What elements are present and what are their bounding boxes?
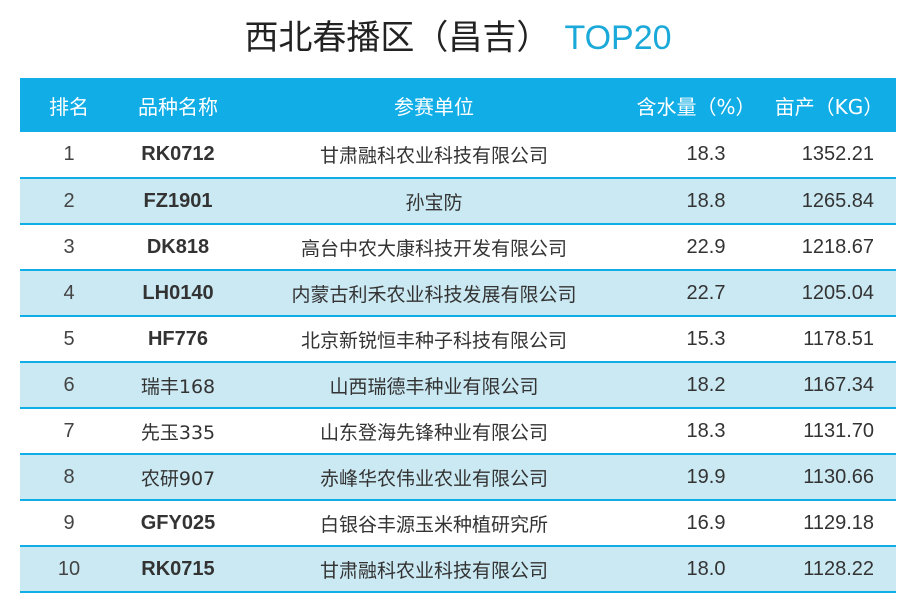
yield-cell: 1130.66 xyxy=(803,465,874,488)
variety-cell: 瑞丰168 xyxy=(140,375,216,398)
unit-cell: 山西瑞德丰种业有限公司 xyxy=(329,375,539,398)
variety-cell: RK0712 xyxy=(141,143,215,165)
page-title: 西北春播区（昌吉） TOP20 xyxy=(0,10,916,66)
header-unit: 参赛单位 xyxy=(394,94,474,119)
table-body: 1 RK0712 甘肃融科农业科技有限公司 18.3 1352.21 2 FZ1… xyxy=(20,132,896,592)
unit-cell: 赤峰华农伟业农业有限公司 xyxy=(319,467,548,490)
rank-cell: 6 xyxy=(63,373,75,396)
table-row: 6 瑞丰168 山西瑞德丰种业有限公司 18.2 1167.34 xyxy=(20,362,896,408)
yield-cell: 1128.22 xyxy=(803,557,874,580)
table-row: 7 先玉335 山东登海先锋种业有限公司 18.3 1131.70 xyxy=(20,408,896,454)
yield-cell: 1167.34 xyxy=(803,373,874,396)
header-variety: 品种名称 xyxy=(138,94,218,119)
unit-cell: 高台中农大康科技开发有限公司 xyxy=(300,237,567,260)
variety-cell: DK818 xyxy=(146,235,210,258)
table-row: 9 GFY025 白银谷丰源玉米种植研究所 16.9 1129.18 xyxy=(20,500,896,546)
rank-cell: 10 xyxy=(57,557,81,580)
title-region: 西北春播区（昌吉） xyxy=(244,18,551,58)
table-row: 10 RK0715 甘肃融科农业科技有限公司 18.0 1128.22 xyxy=(20,546,896,592)
table-row: 1 RK0712 甘肃融科农业科技有限公司 18.3 1352.21 xyxy=(20,132,896,178)
moisture-cell: 18.3 xyxy=(686,143,726,165)
rank-cell: 1 xyxy=(63,143,75,165)
moisture-cell: 15.3 xyxy=(686,327,726,350)
variety-cell: 农研907 xyxy=(140,467,216,490)
variety-cell: HF776 xyxy=(147,327,209,350)
variety-cell: LH0140 xyxy=(142,281,214,304)
table-header: 排名 品种名称 参赛单位 含水量（%） 亩产（KG） xyxy=(20,78,896,132)
table-row: 5 HF776 北京新锐恒丰种子科技有限公司 15.3 1178.51 xyxy=(20,316,896,362)
header-rank: 排名 xyxy=(49,94,89,119)
rank-cell: 9 xyxy=(63,511,75,534)
unit-cell: 甘肃融科农业科技有限公司 xyxy=(319,145,548,167)
header-row: 排名 品种名称 参赛单位 含水量（%） 亩产（KG） xyxy=(20,78,896,132)
moisture-cell: 18.2 xyxy=(686,373,726,396)
variety-cell: GFY025 xyxy=(140,511,216,534)
unit-cell: 山东登海先锋种业有限公司 xyxy=(319,421,548,444)
moisture-cell: 19.9 xyxy=(686,465,726,488)
unit-cell: 孙宝防 xyxy=(405,191,463,214)
moisture-cell: 18.3 xyxy=(686,419,726,442)
yield-cell: 1129.18 xyxy=(803,511,874,534)
table-row: 2 FZ1901 孙宝防 18.8 1265.84 xyxy=(20,178,896,224)
header-moisture: 含水量（%） xyxy=(636,94,756,119)
table-row: 3 DK818 高台中农大康科技开发有限公司 22.9 1218.67 xyxy=(20,224,896,270)
unit-cell: 内蒙古利禾农业科技发展有限公司 xyxy=(291,283,577,306)
moisture-cell: 18.0 xyxy=(686,557,726,580)
moisture-cell: 18.8 xyxy=(686,189,726,212)
variety-cell: 先玉335 xyxy=(140,421,216,444)
variety-cell: RK0715 xyxy=(141,557,215,580)
rank-cell: 3 xyxy=(63,235,75,258)
unit-cell: 北京新锐恒丰种子科技有限公司 xyxy=(300,329,567,352)
yield-cell: 1265.84 xyxy=(801,189,874,212)
yield-cell: 1131.70 xyxy=(803,419,874,442)
rank-cell: 7 xyxy=(63,419,75,442)
variety-cell: FZ1901 xyxy=(143,189,213,212)
table-row: 4 LH0140 内蒙古利禾农业科技发展有限公司 22.7 1205.04 xyxy=(20,270,896,316)
rank-cell: 4 xyxy=(63,281,75,304)
ranking-table: 排名 品种名称 参赛单位 含水量（%） 亩产（KG） 1 RK0712 甘肃融科… xyxy=(20,78,896,593)
moisture-cell: 22.9 xyxy=(686,235,726,258)
moisture-cell: 22.7 xyxy=(686,281,726,304)
rank-cell: 5 xyxy=(63,327,75,350)
unit-cell: 甘肃融科农业科技有限公司 xyxy=(319,559,548,582)
rank-cell: 8 xyxy=(63,465,75,488)
header-yield: 亩产（KG） xyxy=(774,94,884,119)
yield-cell: 1218.67 xyxy=(801,235,874,258)
yield-cell: 1178.51 xyxy=(803,327,874,350)
yield-cell: 1352.21 xyxy=(801,143,874,165)
unit-cell: 白银谷丰源玉米种植研究所 xyxy=(319,513,548,536)
yield-cell: 1205.04 xyxy=(801,281,874,304)
rank-cell: 2 xyxy=(63,189,75,212)
title-top-label: TOP20 xyxy=(564,19,672,57)
table-row: 8 农研907 赤峰华农伟业农业有限公司 19.9 1130.66 xyxy=(20,454,896,500)
moisture-cell: 16.9 xyxy=(686,511,726,534)
